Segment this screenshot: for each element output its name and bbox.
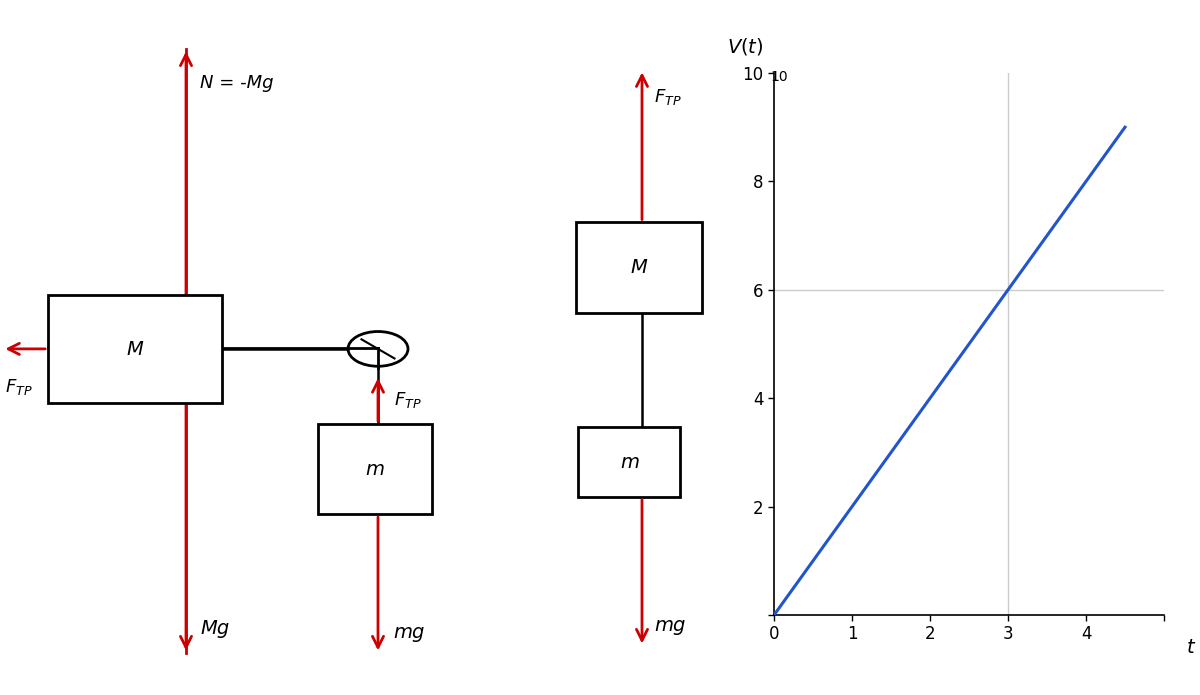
Text: m: m: [620, 452, 638, 472]
Text: mg: mg: [394, 623, 425, 642]
Bar: [578, 427, 680, 497]
Bar: [318, 424, 432, 514]
Text: Mg: Mg: [200, 619, 229, 639]
Text: M: M: [630, 258, 648, 277]
Text: M: M: [126, 340, 144, 359]
Bar: [576, 222, 702, 313]
Text: $t$: $t$: [1186, 638, 1196, 657]
Text: $F_{TP}$: $F_{TP}$: [5, 377, 32, 397]
Text: 10: 10: [770, 70, 787, 84]
Bar: [48, 295, 222, 403]
Text: mg: mg: [654, 616, 685, 635]
Text: $F_{TP}$: $F_{TP}$: [394, 390, 421, 409]
Text: $V(t)$: $V(t)$: [727, 35, 763, 57]
Text: $F_{TP}$: $F_{TP}$: [654, 88, 682, 107]
Text: m: m: [366, 459, 384, 479]
Text: N = -Mg: N = -Mg: [200, 74, 274, 92]
